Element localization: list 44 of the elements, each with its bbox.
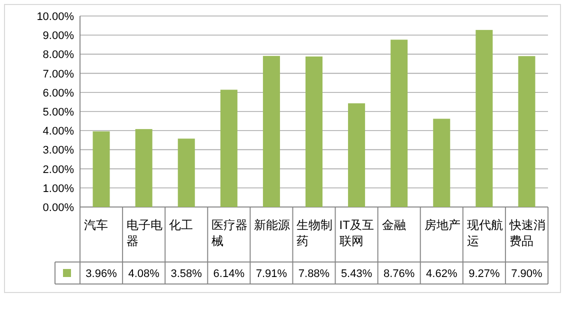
data-label: 5.43% <box>340 268 372 280</box>
x-tick-label: 生物制药 <box>296 218 333 248</box>
y-tick-label: 8.00% <box>42 49 74 62</box>
bar <box>220 90 238 207</box>
x-tick-label: 电子电器 <box>126 218 163 248</box>
bar <box>178 138 195 207</box>
data-label: 7.88% <box>298 268 330 280</box>
x-tick-label: 现代航运 <box>466 218 503 248</box>
bar <box>518 56 536 207</box>
y-tick-label: 1.00% <box>42 182 74 195</box>
data-label: 7.90% <box>511 268 543 280</box>
data-label: 4.08% <box>128 268 160 280</box>
bar <box>262 56 280 207</box>
bar <box>348 103 366 207</box>
bar <box>433 118 450 207</box>
x-tick-label: IT及互联网 <box>339 218 374 248</box>
data-label: 6.14% <box>213 268 245 280</box>
data-label: 4.62% <box>426 268 458 280</box>
x-tick-label: 化工 <box>169 218 194 232</box>
x-tick-label: 医疗器械 <box>212 218 248 248</box>
data-label: 8.76% <box>383 268 415 280</box>
y-tick-label: 7.00% <box>42 68 74 80</box>
y-tick-label: 2.00% <box>42 164 74 176</box>
data-label: 9.27% <box>468 268 500 280</box>
y-tick-label: 5.00% <box>42 106 74 118</box>
y-tick-label: 10.00% <box>36 11 74 23</box>
x-tick-label: 汽车 <box>84 218 108 232</box>
y-tick-label: 6.00% <box>42 87 74 100</box>
y-tick-label: 3.00% <box>42 144 74 157</box>
x-tick-label: 金融 <box>382 218 406 232</box>
y-tick-label: 0.00% <box>42 202 74 214</box>
x-tick-label: 新能源 <box>254 218 290 232</box>
data-label: 3.58% <box>170 268 202 280</box>
y-tick-label: 4.00% <box>42 126 74 138</box>
x-tick-label: 快速消费品 <box>508 218 546 248</box>
bar <box>305 56 323 207</box>
y-tick-label: 9.00% <box>42 30 74 42</box>
data-label: 7.91% <box>256 268 288 280</box>
bar <box>135 129 152 207</box>
bar <box>476 30 493 207</box>
bar <box>92 131 110 207</box>
data-label: 3.96% <box>86 268 118 280</box>
x-tick-label: 房地产 <box>424 218 460 232</box>
bar <box>390 40 408 207</box>
